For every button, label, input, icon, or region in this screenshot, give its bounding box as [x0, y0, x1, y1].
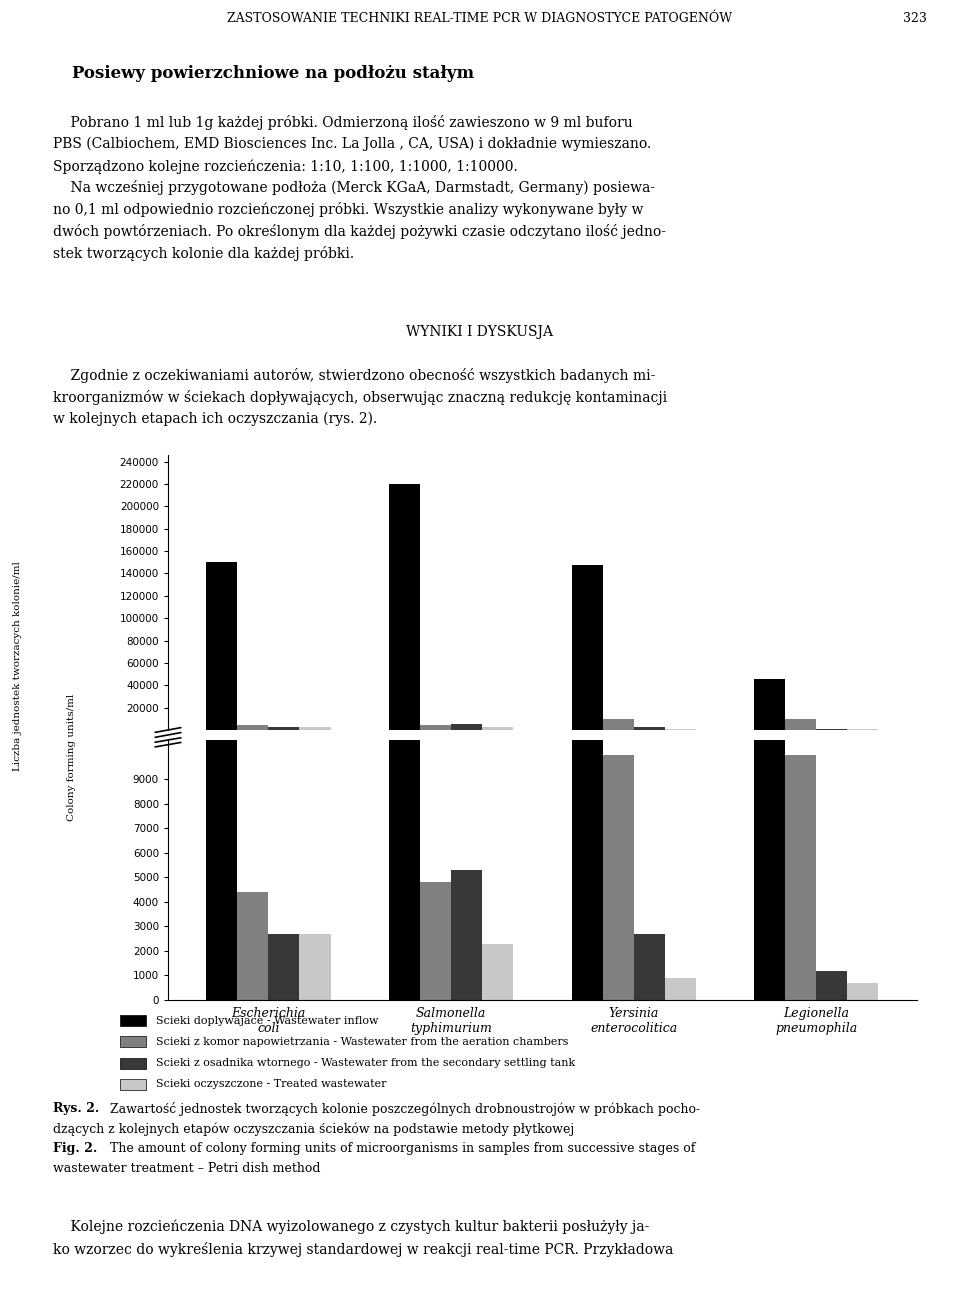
Bar	[634, 934, 664, 1000]
Text: dzących z kolejnych etapów oczyszczania ścieków na podstawie metody płytkowej: dzących z kolejnych etapów oczyszczania …	[53, 1122, 574, 1135]
Bar	[785, 754, 816, 1000]
Bar	[389, 484, 420, 729]
Text: w kolejnych etapach ich oczyszczania (rys. 2).: w kolejnych etapach ich oczyszczania (ry…	[53, 412, 377, 426]
Bar	[755, 0, 785, 1000]
Bar	[785, 719, 816, 729]
Bar	[816, 971, 848, 1000]
Text: Liczba jednostek tworzacych kolonie/ml: Liczba jednostek tworzacych kolonie/ml	[12, 560, 22, 770]
Text: Zawartość jednostek tworzących kolonie poszczególnych drobnoustrojów w próbkach : Zawartość jednostek tworzących kolonie p…	[106, 1102, 700, 1117]
Text: Scieki z osadnika wtornego - Wastewater from the secondary settling tank: Scieki z osadnika wtornego - Wastewater …	[156, 1057, 575, 1068]
Bar	[206, 0, 237, 1000]
Bar	[269, 727, 300, 729]
Bar	[300, 727, 330, 729]
Text: Scieki oczyszczone - Treated wastewater: Scieki oczyszczone - Treated wastewater	[156, 1080, 386, 1089]
Text: ZASTOSOWANIE TECHNIKI REAL-TIME PCR W DIAGNOSTYCE PATOGENÓW: ZASTOSOWANIE TECHNIKI REAL-TIME PCR W DI…	[228, 12, 732, 25]
Bar	[482, 943, 514, 1000]
Text: Scieki z komor napowietrzania - Wastewater from the aeration chambers: Scieki z komor napowietrzania - Wastewat…	[156, 1036, 568, 1047]
Bar	[120, 1078, 146, 1090]
Text: Pobrano 1 ml lub 1g każdej próbki. Odmierzoną ilość zawieszono w 9 ml buforu: Pobrano 1 ml lub 1g każdej próbki. Odmie…	[53, 115, 633, 130]
Bar	[755, 678, 785, 729]
Text: stek tworzących kolonie dla każdej próbki.: stek tworzących kolonie dla każdej próbk…	[53, 247, 354, 261]
Text: WYNIKI I DYSKUSJA: WYNIKI I DYSKUSJA	[406, 325, 554, 338]
Bar	[816, 728, 848, 729]
Bar	[482, 727, 514, 729]
Text: Rys. 2.: Rys. 2.	[53, 1102, 99, 1115]
Bar	[571, 564, 603, 729]
Bar	[420, 724, 451, 729]
Bar	[206, 563, 237, 729]
Text: PBS (Calbiochem, EMD Biosciences Inc. La Jolla , CA, USA) i dokładnie wymieszano: PBS (Calbiochem, EMD Biosciences Inc. La…	[53, 136, 651, 151]
Bar	[237, 892, 269, 1000]
Bar	[848, 983, 878, 1000]
Bar	[120, 1015, 146, 1026]
Text: Sporządzono kolejne rozcieńczenia: 1:10, 1:100, 1:1000, 1:10000.: Sporządzono kolejne rozcieńczenia: 1:10,…	[53, 159, 517, 173]
Bar	[120, 1057, 146, 1069]
Text: Kolejne rozcieńczenia DNA wyizolowanego z czystych kultur bakterii posłużyły ja-: Kolejne rozcieńczenia DNA wyizolowanego …	[53, 1220, 649, 1235]
Bar	[664, 977, 696, 1000]
Bar	[634, 727, 664, 729]
Text: kroorganizmów w ściekach dopływających, obserwując znaczną redukcję kontaminacji: kroorganizmów w ściekach dopływających, …	[53, 390, 667, 405]
Text: Colony forming units/ml: Colony forming units/ml	[67, 694, 77, 821]
Text: Posiewy powierzchniowe na podłożu stałym: Posiewy powierzchniowe na podłożu stałym	[72, 66, 474, 81]
Bar	[603, 719, 634, 729]
Text: no 0,1 ml odpowiednio rozcieńczonej próbki. Wszystkie analizy wykonywane były w: no 0,1 ml odpowiednio rozcieńczonej prób…	[53, 202, 643, 216]
Text: wastewater treatment – Petri dish method: wastewater treatment – Petri dish method	[53, 1162, 321, 1176]
Bar	[603, 754, 634, 1000]
Text: Zgodnie z oczekiwaniami autorów, stwierdzono obecność wszystkich badanych mi-: Zgodnie z oczekiwaniami autorów, stwierd…	[53, 367, 655, 383]
Text: 323: 323	[902, 12, 926, 25]
Bar	[451, 724, 482, 729]
Text: Fig. 2.: Fig. 2.	[53, 1141, 97, 1155]
Bar	[420, 882, 451, 1000]
Text: ko wzorzec do wykreślenia krzywej standardowej w reakcji real-time PCR. Przykład: ko wzorzec do wykreślenia krzywej standa…	[53, 1242, 673, 1257]
Text: Na wcześniej przygotowane podłoża (Merck KGaA, Darmstadt, Germany) posiewa-: Na wcześniej przygotowane podłoża (Merck…	[53, 180, 655, 195]
Text: Scieki doplywajace - Wastewater inflow: Scieki doplywajace - Wastewater inflow	[156, 1015, 378, 1026]
Text: dwóch powtórzeniach. Po określonym dla każdej pożywki czasie odczytano ilość jed: dwóch powtórzeniach. Po określonym dla k…	[53, 224, 666, 239]
Text: The amount of colony forming units of microorganisms in samples from successive : The amount of colony forming units of mi…	[106, 1141, 695, 1155]
Bar	[269, 934, 300, 1000]
Bar	[451, 870, 482, 1000]
Bar	[237, 726, 269, 729]
Bar	[120, 1036, 146, 1047]
Bar	[389, 0, 420, 1000]
Bar	[300, 934, 330, 1000]
Bar	[571, 0, 603, 1000]
